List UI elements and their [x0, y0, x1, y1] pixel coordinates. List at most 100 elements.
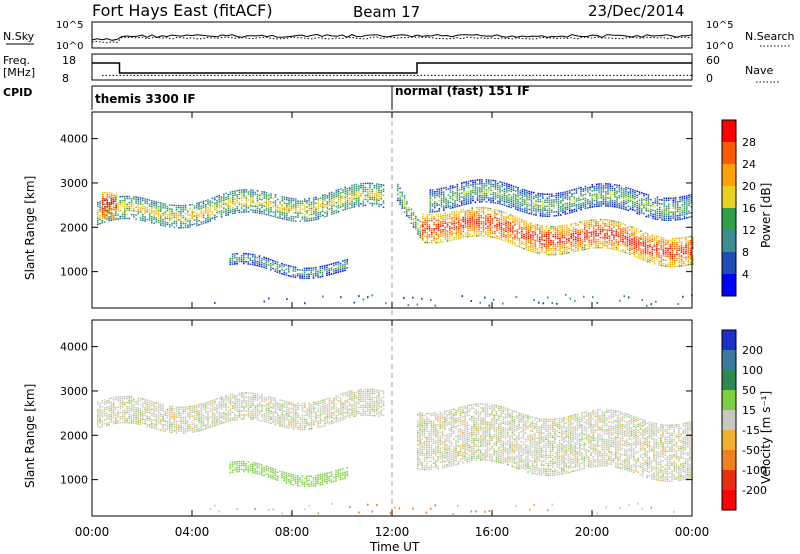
power-echo-cell — [667, 255, 669, 258]
power-echo-cell — [355, 187, 358, 190]
velocity-echo-cell — [191, 411, 194, 414]
power-echo-cell — [505, 240, 507, 242]
velocity-echo-cell — [103, 413, 106, 415]
power-echo-cell — [440, 193, 443, 196]
power-echo-cell — [214, 196, 216, 199]
power-echo-cell — [115, 203, 118, 205]
power-echo-cell — [270, 197, 272, 199]
power-echo-cell — [669, 265, 672, 268]
power-echo-cell — [429, 199, 432, 201]
power-echo-cell — [602, 203, 605, 205]
power-echo-cell — [683, 201, 686, 204]
power-echo-cell — [550, 253, 552, 256]
power-echo-cell — [556, 302, 558, 305]
power-echo-cell — [593, 195, 596, 198]
power-echo-cell — [371, 190, 374, 193]
power-echo-cell — [382, 190, 385, 192]
power-echo-cell — [258, 255, 261, 257]
power-echo-cell — [618, 194, 621, 197]
power-echo-cell — [263, 262, 265, 265]
power-echo-cell — [299, 275, 301, 277]
power-echo-cell — [606, 229, 609, 231]
power-echo-cell — [687, 258, 690, 260]
power-echo-cell — [631, 226, 633, 228]
power-echo-cell — [472, 185, 474, 188]
power-echo-cell — [573, 198, 576, 201]
power-echo-cell — [545, 227, 548, 230]
power-echo-cell — [193, 211, 196, 213]
power-echo-cell — [507, 227, 510, 229]
power-echo-cell — [344, 192, 347, 195]
power-echo-cell — [322, 198, 324, 201]
velocity-echo-cell — [214, 416, 216, 419]
velocity-echo-cell — [160, 407, 162, 409]
power-echo-cell — [548, 243, 550, 246]
power-echo-cell — [362, 184, 365, 187]
power-echo-cell — [162, 220, 164, 223]
power-echo-cell — [568, 238, 570, 240]
power-echo-cell — [503, 231, 505, 234]
power-echo-cell — [261, 206, 263, 209]
velocity-echo-cell — [160, 419, 162, 421]
power-echo-cell — [346, 205, 349, 208]
velocity-echo-cell — [191, 415, 194, 417]
power-echo-cell — [216, 209, 218, 212]
power-echo-cell — [137, 204, 140, 207]
power-echo-cell — [616, 198, 618, 200]
power-echo-cell — [461, 186, 463, 188]
power-echo-cell — [97, 217, 99, 220]
power-echo-cell — [378, 205, 380, 208]
power-echo-cell — [223, 201, 225, 203]
power-echo-cell — [519, 193, 522, 196]
velocity-echo-cell — [171, 405, 173, 408]
power-echo-cell — [618, 204, 621, 207]
power-echo-cell — [544, 205, 546, 207]
velocity-echo-cell — [171, 417, 173, 420]
power-echo-cell — [319, 211, 322, 213]
power-echo-cell — [162, 214, 164, 217]
velocity-echo-cell — [128, 422, 131, 424]
power-echo-cell — [613, 220, 615, 222]
power-echo-cell — [515, 200, 517, 202]
power-echo-cell — [654, 210, 657, 212]
power-echo-cell — [227, 208, 230, 210]
power-echo-cell — [178, 207, 180, 209]
power-echo-cell — [510, 198, 513, 201]
power-echo-cell — [607, 191, 609, 193]
power-echo-cell — [506, 199, 508, 201]
velocity-echo-cell — [135, 422, 137, 425]
power-echo-cell — [602, 240, 604, 243]
power-echo-cell — [676, 249, 678, 252]
power-echo-cell — [679, 218, 681, 221]
power-echo-cell — [571, 211, 573, 213]
power-echo-cell — [218, 201, 221, 203]
power-echo-cell — [252, 255, 254, 258]
power-echo-cell — [600, 189, 603, 191]
power-echo-cell — [614, 202, 616, 204]
power-echo-cell — [234, 263, 236, 265]
power-echo-cell — [487, 219, 489, 222]
power-echo-cell — [548, 247, 550, 250]
velocity-echo-cell — [218, 405, 221, 407]
power-echo-cell — [238, 189, 241, 192]
power-echo-cell — [144, 206, 146, 208]
power-echo-cell — [627, 201, 630, 203]
power-echo-cell — [671, 255, 674, 258]
power-echo-cell — [353, 190, 356, 192]
power-echo-cell — [378, 189, 380, 192]
power-echo-cell — [625, 186, 627, 189]
power-echo-cell — [452, 187, 454, 189]
power-echo-cell — [155, 219, 158, 221]
power-echo-cell — [524, 195, 526, 197]
power-echo-cell — [467, 194, 470, 197]
power-echo-cell — [647, 202, 650, 204]
power-echo-cell — [498, 220, 501, 222]
power-echo-cell — [633, 243, 636, 245]
power-echo-cell — [584, 201, 587, 204]
power-echo-cell — [434, 193, 436, 195]
velocity-echo-cell — [180, 406, 182, 408]
power-echo-cell — [541, 231, 543, 233]
velocity-echo-cell — [227, 396, 230, 399]
power-echo-cell — [519, 209, 522, 212]
velocity-echo-cell — [200, 411, 203, 413]
